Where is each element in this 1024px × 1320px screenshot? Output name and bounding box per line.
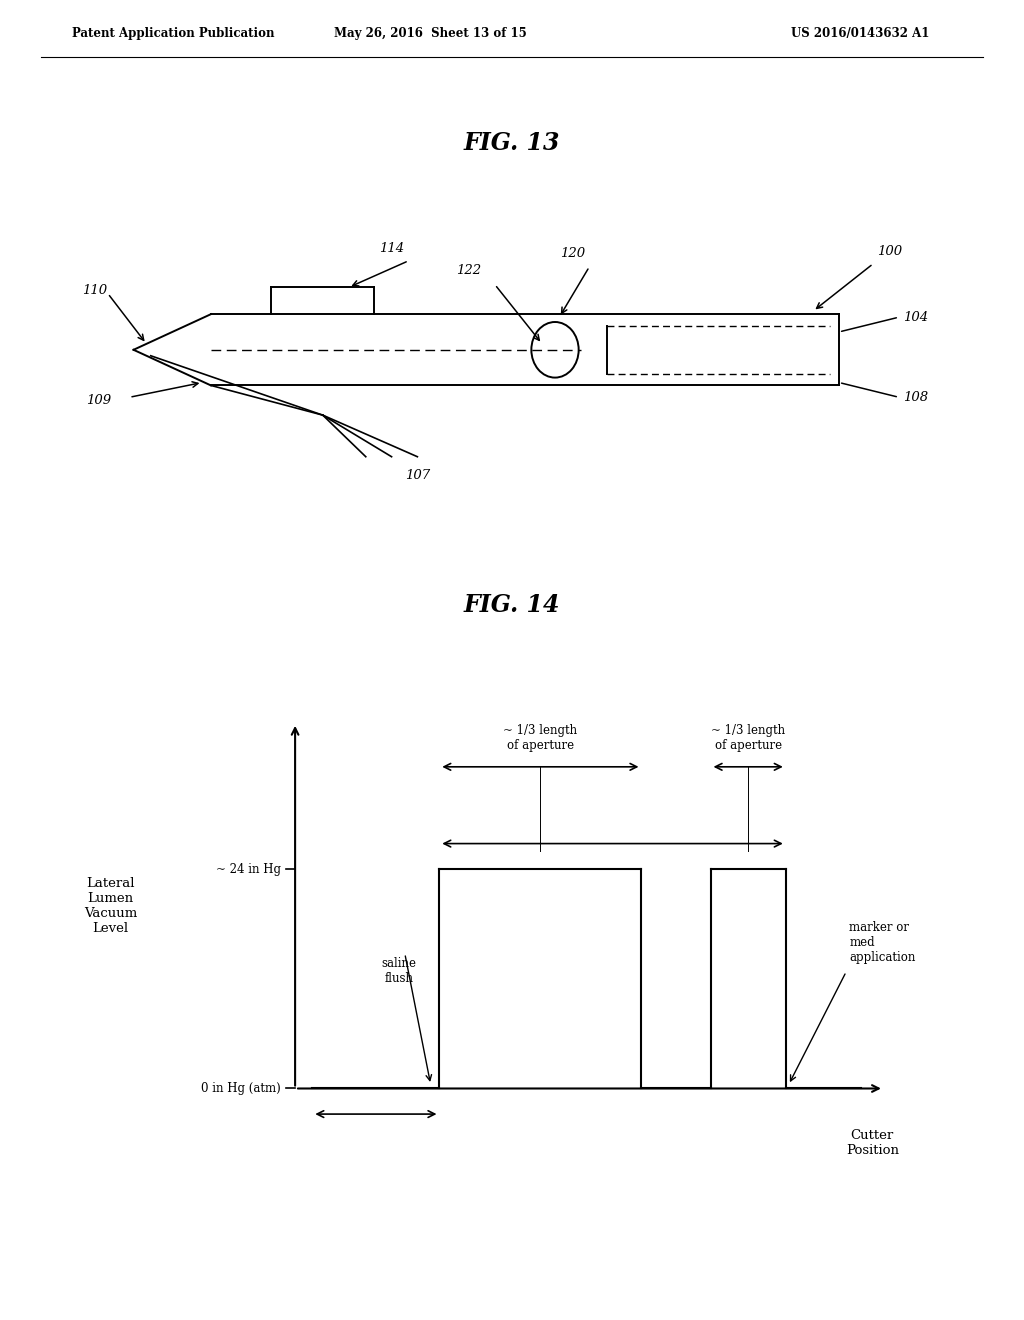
Text: FIG. 13: FIG. 13	[464, 131, 560, 154]
Text: 110: 110	[82, 284, 108, 297]
Text: Patent Application Publication: Patent Application Publication	[72, 26, 274, 40]
Text: ~ 24 in Hg: ~ 24 in Hg	[216, 863, 281, 875]
Text: Cutter
Position: Cutter Position	[846, 1129, 899, 1156]
Text: 107: 107	[404, 469, 430, 482]
Text: 114: 114	[379, 242, 404, 255]
Text: 120: 120	[560, 247, 585, 260]
Text: ~ 1/3 length
of aperture: ~ 1/3 length of aperture	[504, 725, 578, 752]
Text: May 26, 2016  Sheet 13 of 15: May 26, 2016 Sheet 13 of 15	[334, 26, 526, 40]
Text: marker or
med
application: marker or med application	[849, 921, 915, 964]
Text: 0 in Hg (atm): 0 in Hg (atm)	[201, 1082, 281, 1096]
Text: Lateral
Lumen
Vacuum
Level: Lateral Lumen Vacuum Level	[84, 876, 137, 935]
Text: 104: 104	[903, 310, 929, 323]
Text: US 2016/0143632 A1: US 2016/0143632 A1	[791, 26, 930, 40]
Text: FIG. 14: FIG. 14	[464, 593, 560, 616]
Text: 108: 108	[903, 391, 929, 404]
Text: saline
flush: saline flush	[382, 957, 417, 985]
Text: ~ 1/3 length
of aperture: ~ 1/3 length of aperture	[711, 725, 785, 752]
Text: 100: 100	[878, 244, 903, 257]
Text: 122: 122	[457, 264, 481, 277]
Text: 109: 109	[86, 393, 112, 407]
